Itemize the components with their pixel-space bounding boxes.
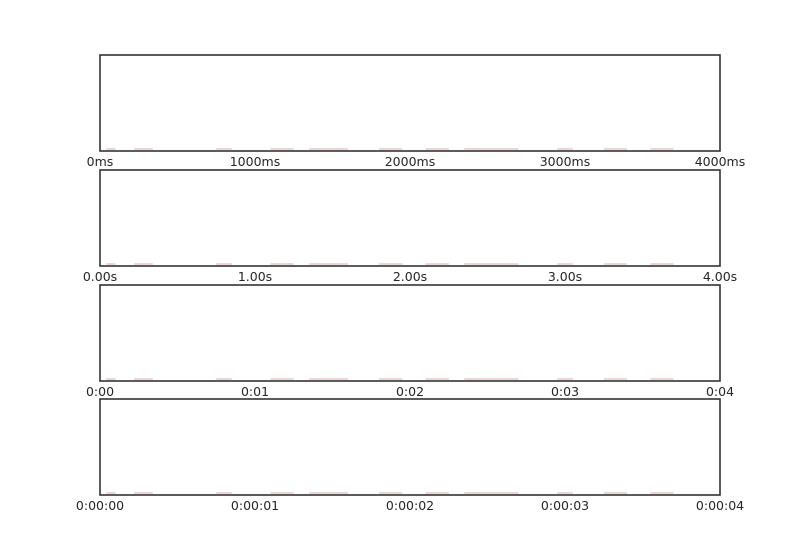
spectrogram-trace	[379, 378, 403, 380]
spectrogram-trace	[309, 148, 348, 150]
spectrogram-trace	[425, 263, 449, 265]
x-tick-label: 0ms	[87, 154, 114, 169]
spectrogram-trace	[425, 492, 449, 494]
plot-area	[100, 170, 720, 266]
x-tick-label: 1000ms	[230, 154, 281, 169]
x-tick-label: 4.00s	[703, 269, 737, 284]
spectrogram-trace	[557, 378, 573, 380]
spectrogram-trace	[309, 378, 348, 380]
plot-area	[100, 399, 720, 495]
spectrogram-trace	[425, 148, 449, 150]
spectrogram-trace	[270, 263, 294, 265]
x-tick-label: 0:04	[706, 384, 734, 399]
x-tick-label: 0:00:01	[231, 498, 279, 513]
x-tick-label: 3.00s	[548, 269, 582, 284]
spectrogram-trace	[309, 492, 348, 494]
spectrogram-trace	[309, 263, 348, 265]
spectrogram-trace	[603, 492, 627, 494]
spectrogram-trace	[464, 263, 519, 265]
panel-3: 0:00 0:01 0:02 0:03 0:04	[86, 284, 734, 399]
spectrogram-trace	[425, 378, 449, 380]
x-tick-label: 2000ms	[385, 154, 436, 169]
spectrogram-trace	[464, 148, 519, 150]
spectrogram-trace	[650, 492, 674, 494]
spectrogram-trace	[557, 492, 573, 494]
plot-frame	[99, 284, 721, 382]
spectrogram-trace	[134, 378, 153, 380]
x-tick-label: 0:02	[396, 384, 424, 399]
spectrogram-trace	[379, 263, 403, 265]
spectrogram-trace	[603, 263, 627, 265]
x-tick-label: 2.00s	[393, 269, 427, 284]
spectrogram-trace	[216, 492, 232, 494]
spectrogram-trace	[134, 148, 153, 150]
x-tick-label: 1.00s	[238, 269, 272, 284]
x-tick-label: 0:03	[551, 384, 579, 399]
spectrogram-trace	[106, 263, 116, 265]
spectrogram-trace	[557, 148, 573, 150]
spectrogram-trace	[216, 378, 232, 380]
panel-4: 0:00:00 0:00:01 0:00:02 0:00:03 0:00:04	[76, 398, 744, 513]
panel-1: 0ms 1000ms 2000ms 3000ms 4000ms	[87, 54, 746, 169]
x-tick-label: 0:00:03	[541, 498, 589, 513]
plot-frame	[99, 54, 721, 152]
x-tick-label: 3000ms	[540, 154, 591, 169]
panel-2: 0.00s 1.00s 2.00s 3.00s 4.00s	[83, 169, 737, 284]
spectrogram-trace	[270, 148, 294, 150]
x-tick-label: 0:00:04	[696, 498, 744, 513]
plot-area	[100, 55, 720, 151]
spectrogram-trace	[557, 263, 573, 265]
spectrogram-trace	[464, 378, 519, 380]
spectrogram-trace	[106, 378, 116, 380]
plot-frame	[99, 398, 721, 496]
spectrogram-trace	[379, 492, 403, 494]
x-tick-label: 0:00	[86, 384, 114, 399]
x-tick-label: 0:00:02	[386, 498, 434, 513]
x-tick-label: 0:01	[241, 384, 269, 399]
spectrogram-trace	[650, 378, 674, 380]
x-tick-label: 0.00s	[83, 269, 117, 284]
spectrogram-trace	[216, 148, 232, 150]
spectrogram-trace	[603, 148, 627, 150]
spectrogram-trace	[270, 492, 294, 494]
spectrogram-trace	[106, 492, 116, 494]
spectrogram-trace	[134, 492, 153, 494]
plot-area	[100, 285, 720, 381]
spectrogram-trace	[379, 148, 403, 150]
x-tick-label: 4000ms	[695, 154, 746, 169]
spectrogram-trace	[650, 263, 674, 265]
plot-frame	[99, 169, 721, 267]
spectrogram-trace	[270, 378, 294, 380]
spectrogram-trace	[650, 148, 674, 150]
spectrogram-trace	[603, 378, 627, 380]
spectrogram-trace	[216, 263, 232, 265]
spectrogram-trace	[464, 492, 519, 494]
spectrogram-trace	[134, 263, 153, 265]
x-tick-label: 0:00:00	[76, 498, 124, 513]
spectrogram-trace	[106, 148, 116, 150]
